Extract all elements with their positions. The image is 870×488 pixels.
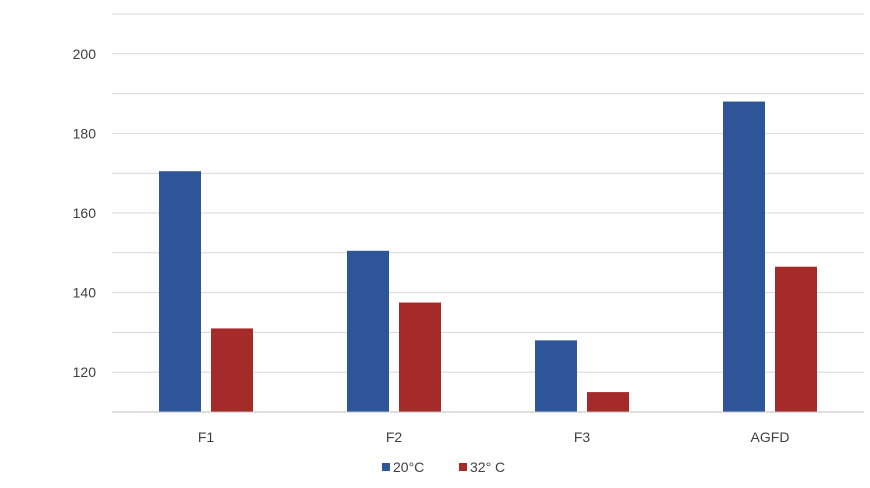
bar-f3-series-1	[535, 340, 577, 412]
x-tick-label: F1	[198, 429, 215, 445]
y-tick-label: 120	[73, 364, 97, 380]
y-tick-label: 200	[73, 46, 97, 62]
bar-agfd-series-1	[723, 101, 765, 412]
legend: 20°C 32° C	[382, 459, 505, 475]
bar-agfd-series-2	[775, 266, 817, 412]
bar-f1-series-1	[159, 171, 201, 412]
y-tick-label: 180	[73, 125, 97, 141]
bar-f1-series-2	[211, 328, 253, 412]
x-axis-ticks: F1 F2 F3 AGFD	[198, 429, 790, 445]
legend-label: 32° C	[470, 459, 505, 475]
bar-f2-series-1	[347, 250, 389, 412]
bar-f2-series-2	[399, 302, 441, 412]
y-tick-label: 140	[73, 285, 97, 301]
bar-f3-series-2	[587, 392, 629, 412]
legend-label: 20°C	[393, 459, 424, 475]
legend-swatch	[459, 463, 467, 471]
x-tick-label: F2	[386, 429, 403, 445]
x-tick-label: F3	[574, 429, 591, 445]
y-axis-ticks: 120 140 160 180 200	[73, 46, 97, 380]
bars	[159, 101, 817, 412]
x-tick-label: AGFD	[751, 429, 790, 445]
y-tick-label: 160	[73, 205, 97, 221]
legend-swatch	[382, 463, 390, 471]
